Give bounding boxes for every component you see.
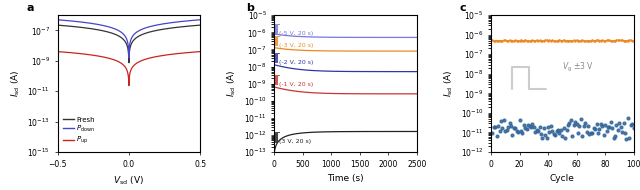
Legend: Fresh, $P_{\mathrm{down}}$, $P_{\mathrm{up}}$: Fresh, $P_{\mathrm{down}}$, $P_{\mathrm{…: [61, 115, 97, 149]
Text: c: c: [460, 3, 467, 13]
Text: a: a: [26, 3, 34, 13]
Text: (-2 V, 20 s): (-2 V, 20 s): [279, 60, 313, 65]
X-axis label: Cycle: Cycle: [550, 174, 575, 183]
Text: (-5 V, 20 s): (-5 V, 20 s): [279, 31, 313, 36]
X-axis label: Time (s): Time (s): [327, 174, 364, 183]
Text: (3 V, 20 s): (3 V, 20 s): [279, 139, 311, 144]
X-axis label: $V_{\mathrm{sd}}$ (V): $V_{\mathrm{sd}}$ (V): [113, 174, 145, 187]
Y-axis label: $I_{\mathrm{sd}}$ (A): $I_{\mathrm{sd}}$ (A): [226, 70, 238, 97]
Text: $V_{\mathrm{g}}$ ±3 V: $V_{\mathrm{g}}$ ±3 V: [563, 61, 595, 74]
Text: (-1 V, 20 s): (-1 V, 20 s): [279, 82, 313, 87]
Y-axis label: $I_{\mathrm{sd}}$ (A): $I_{\mathrm{sd}}$ (A): [442, 70, 455, 97]
Y-axis label: $I_{\mathrm{sd}}$ (A): $I_{\mathrm{sd}}$ (A): [9, 70, 22, 97]
Text: (-3 V, 20 s): (-3 V, 20 s): [279, 43, 313, 48]
Text: b: b: [246, 3, 253, 13]
